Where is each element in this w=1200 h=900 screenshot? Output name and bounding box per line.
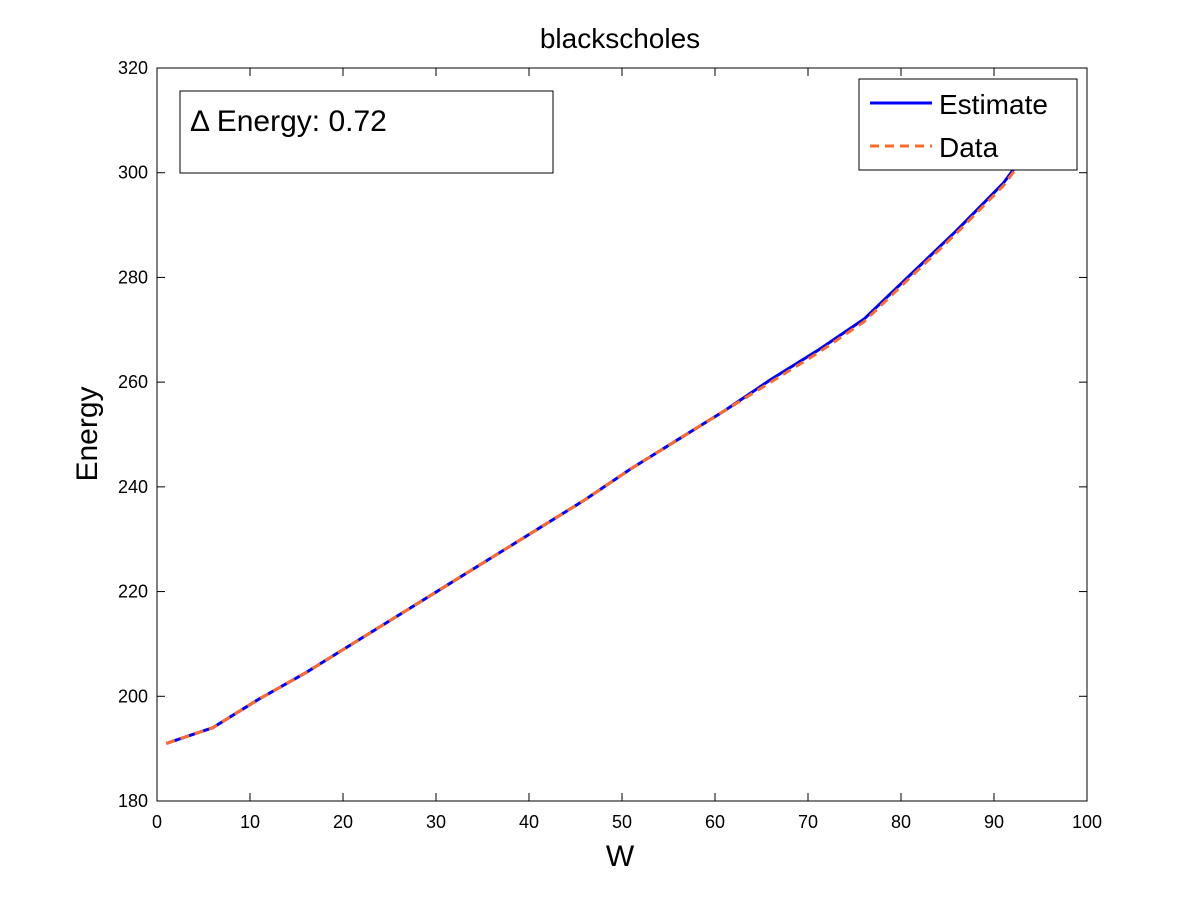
annotation-text: Δ Energy: 0.72: [190, 105, 387, 138]
legend-label-estimate: Estimate: [939, 89, 1048, 120]
legend-label-data: Data: [939, 132, 999, 163]
x-axis-ticks: 0 10 20 30 40 50 60 70 80 90 100: [152, 68, 1102, 832]
y-axis-label: Energy: [71, 386, 104, 481]
x-tick-label: 80: [891, 812, 911, 832]
legend: Estimate Data: [858, 78, 1078, 171]
plot-area: 0 10 20 30 40 50 60 70 80 90 100 180 200 220 240 260 28…: [118, 58, 1102, 832]
x-tick-label: 60: [705, 812, 725, 832]
x-tick-label: 90: [984, 812, 1004, 832]
y-tick-label: 260: [118, 372, 148, 392]
x-tick-label: 0: [152, 812, 162, 832]
series-layer: [165, 150, 1028, 745]
x-axis-label: W: [606, 840, 635, 873]
y-tick-label: 240: [118, 477, 148, 497]
y-axis-ticks: 180 200 220 240 260 280 300 320: [118, 58, 1087, 811]
y-tick-label: 200: [118, 686, 148, 706]
y-tick-label: 180: [118, 791, 148, 811]
x-tick-label: 20: [333, 812, 353, 832]
delta-energy-annotation: Δ Energy: 0.72: [179, 90, 554, 174]
x-tick-label: 50: [612, 812, 632, 832]
series-line-data: [165, 153, 1028, 745]
x-tick-label: 10: [240, 812, 260, 832]
x-tick-label: 100: [1072, 812, 1102, 832]
y-tick-label: 300: [118, 163, 148, 183]
x-tick-label: 40: [519, 812, 539, 832]
y-tick-label: 280: [118, 267, 148, 287]
x-tick-label: 30: [426, 812, 446, 832]
annotation-box: [179, 90, 554, 174]
x-tick-label: 70: [798, 812, 818, 832]
chart-title: blackscholes: [540, 23, 700, 54]
y-tick-label: 320: [118, 58, 148, 78]
axes-frame: [156, 67, 1088, 802]
legend-box: [858, 78, 1078, 171]
y-tick-label: 220: [118, 582, 148, 602]
